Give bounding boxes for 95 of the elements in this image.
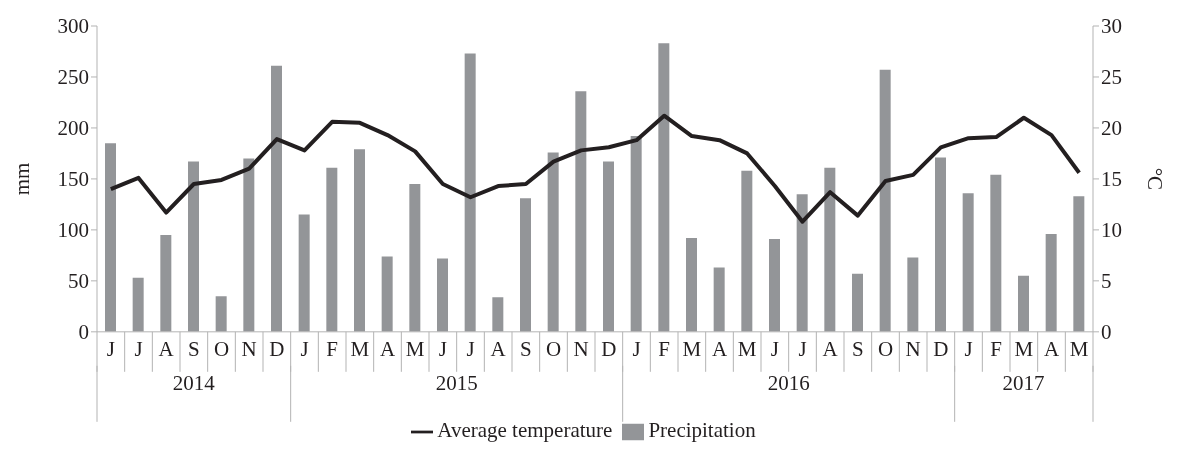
bar: [658, 43, 670, 332]
y2-tick-label: 10: [1101, 218, 1122, 243]
y2-tick-label: 20: [1101, 116, 1122, 141]
x-tick-label: A: [490, 336, 507, 361]
x-tick-label: M: [1014, 336, 1034, 361]
bar: [796, 194, 808, 332]
bar: [575, 91, 587, 332]
bar: [1073, 196, 1085, 332]
x-tick-label: N: [905, 336, 921, 361]
x2-tick-label: 2017: [1002, 370, 1045, 395]
x-tick-label: J: [632, 336, 641, 361]
bar: [243, 158, 255, 332]
x-tick-label: A: [711, 336, 728, 361]
x-tick-label: J: [964, 336, 973, 361]
x-tick-label: O: [877, 336, 894, 361]
y-tick-label: 200: [57, 116, 89, 141]
bar: [354, 149, 365, 332]
x-tick-label: S: [851, 336, 864, 361]
bar: [879, 69, 891, 332]
bar: [741, 170, 753, 332]
x-tick-label: M: [350, 336, 370, 361]
x-tick-label: F: [326, 336, 339, 361]
x-tick-label: M: [1069, 336, 1089, 361]
x-tick-label: A: [1043, 336, 1060, 361]
bar: [381, 256, 393, 332]
bar: [464, 53, 476, 332]
x-tick-label: N: [573, 336, 589, 361]
y-axis-title: mm: [10, 162, 35, 196]
y2-tick-label: 0: [1101, 320, 1112, 345]
x-tick-label: M: [405, 336, 425, 361]
bar: [1045, 233, 1057, 332]
bar: [271, 65, 282, 332]
x-tick-label: A: [822, 336, 839, 361]
bar: [492, 297, 504, 332]
line-series: [108, 113, 1082, 224]
x-tick-label: D: [601, 336, 617, 361]
x-tick-label: J: [300, 336, 309, 361]
bar: [105, 143, 116, 332]
bar: [188, 161, 199, 332]
x-tick-label: J: [770, 336, 779, 361]
bar: [298, 214, 310, 332]
bar: [160, 234, 172, 332]
bar: [962, 193, 974, 332]
bar: [132, 277, 144, 332]
y2-tick-label: 30: [1101, 14, 1122, 39]
y2-tick-label: 15: [1101, 167, 1122, 192]
x-tick-label: D: [269, 336, 285, 361]
x-tick-label: N: [241, 336, 257, 361]
y2-tick-label: 25: [1101, 65, 1122, 90]
x2-tick-label: 2016: [767, 370, 810, 395]
bar: [630, 136, 642, 332]
x-tick-label: S: [187, 336, 200, 361]
x-tick-label: S: [519, 336, 532, 361]
bar: [437, 258, 448, 332]
y-tick-label: 50: [68, 269, 89, 294]
legend-label: Average temperature: [437, 417, 613, 442]
bar: [935, 157, 946, 332]
bar: [686, 238, 697, 332]
x-tick-label: D: [933, 336, 949, 361]
x-tick-label: A: [158, 336, 175, 361]
bar: [326, 167, 338, 332]
bar: [990, 174, 1002, 332]
x-tick-label: F: [658, 336, 671, 361]
bar: [409, 184, 421, 332]
x-tick-label: M: [737, 336, 757, 361]
legend-label: Precipitation: [648, 417, 756, 442]
x-tick-label: J: [134, 336, 143, 361]
y-tick-label: 300: [57, 14, 89, 39]
x-tick-label: A: [379, 336, 396, 361]
bar: [520, 198, 531, 332]
x-tick-label: J: [106, 336, 115, 361]
y-tick-label: 100: [57, 218, 89, 243]
bar: [769, 239, 780, 332]
bar: [547, 152, 559, 332]
y2-tick-label: 5: [1101, 269, 1112, 294]
x-tick-label: J: [466, 336, 475, 361]
bar: [824, 167, 836, 332]
x-tick-label: M: [682, 336, 702, 361]
bar: [1018, 275, 1029, 332]
y-tick-label: 150: [57, 167, 89, 192]
x-tick-label: J: [438, 336, 447, 361]
x-tick-label: O: [213, 336, 230, 361]
x2-tick-label: 2014: [172, 370, 216, 395]
bar: [215, 296, 227, 332]
bar: [713, 267, 725, 332]
x-tick-label: J: [798, 336, 807, 361]
y2-axis-title: °C: [1142, 167, 1167, 191]
bar: [907, 257, 919, 332]
y-tick-label: 250: [57, 65, 89, 90]
y-tick-label: 0: [78, 320, 89, 345]
x2-tick-label: 2015: [435, 370, 478, 395]
bar: [603, 161, 614, 332]
bar: [852, 273, 863, 332]
x-tick-label: F: [990, 336, 1003, 361]
x-tick-label: O: [545, 336, 562, 361]
